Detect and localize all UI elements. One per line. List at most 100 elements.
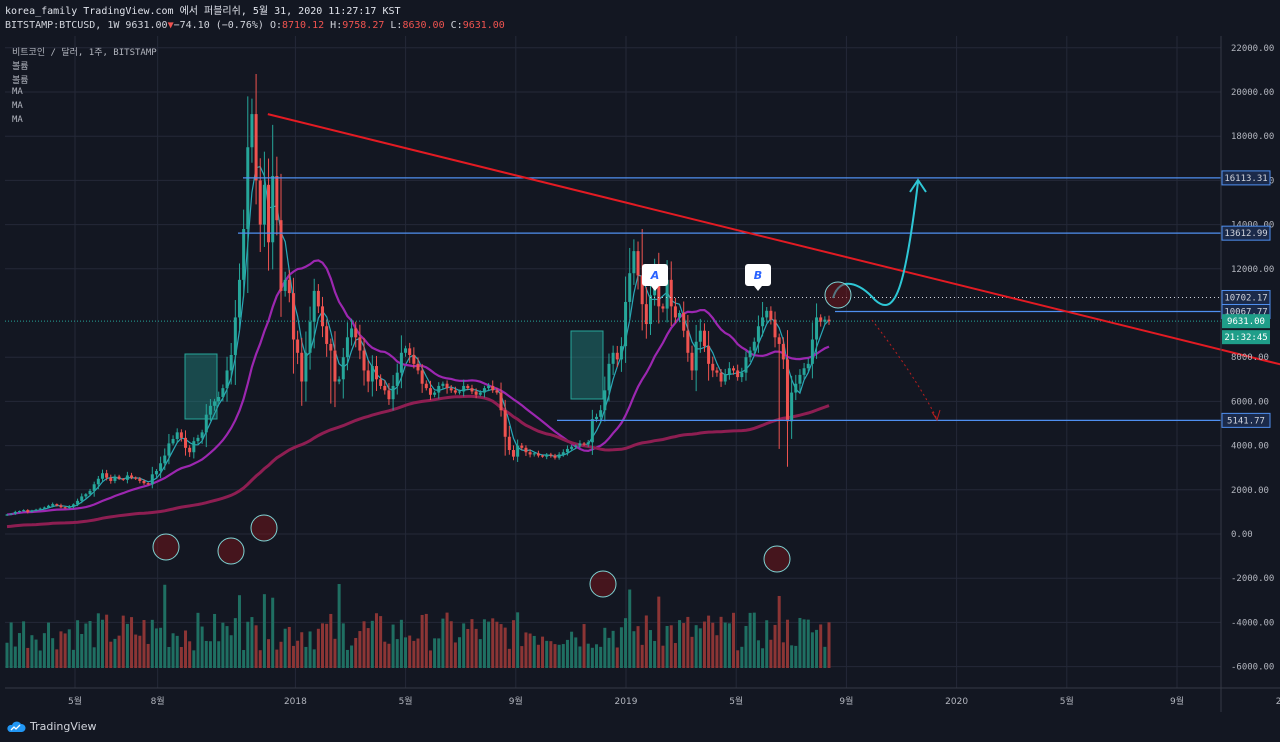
volume-bar bbox=[648, 630, 652, 668]
volume-bar bbox=[84, 623, 88, 668]
legend-ma-1[interactable]: MA bbox=[12, 87, 23, 97]
volume-bar bbox=[383, 641, 387, 668]
legend-volume-1[interactable]: 볼륨 bbox=[12, 62, 29, 72]
candle-body bbox=[271, 175, 275, 243]
projection-down-arrow-icon bbox=[931, 409, 941, 422]
candle-body bbox=[727, 368, 731, 375]
candle-body bbox=[827, 319, 831, 322]
close-value: 9631.00 bbox=[462, 20, 505, 31]
candle-body bbox=[291, 293, 295, 340]
volume-bar bbox=[105, 614, 109, 668]
volume-bar bbox=[595, 644, 599, 668]
candle-body bbox=[279, 220, 283, 291]
volume-bar bbox=[154, 628, 158, 668]
candle-body bbox=[603, 390, 607, 411]
volume-bar bbox=[669, 625, 673, 668]
legend-volume-2[interactable]: 볼륨 bbox=[12, 76, 29, 86]
candle-body bbox=[358, 337, 362, 351]
candle-body bbox=[595, 416, 599, 420]
legend-title[interactable]: 비트코인 / 달러, 1주, BITSTAMP bbox=[12, 48, 157, 58]
x-tick-label: 5월 bbox=[729, 695, 743, 707]
candle-body bbox=[416, 363, 420, 371]
volume-bar bbox=[387, 643, 391, 668]
volume-bar bbox=[516, 612, 520, 668]
volume-bar bbox=[507, 648, 511, 668]
candle-body bbox=[233, 317, 237, 355]
candle-body bbox=[225, 370, 229, 389]
projection-down-path bbox=[871, 319, 938, 420]
candle-body bbox=[433, 392, 437, 395]
volume-bar bbox=[408, 635, 412, 668]
candle-body bbox=[316, 290, 320, 307]
candle-body bbox=[146, 483, 150, 485]
volume-bar bbox=[673, 643, 677, 668]
volume-bar bbox=[628, 589, 632, 668]
y-tick-label: -4000.00 bbox=[1231, 618, 1274, 628]
volume-bar bbox=[258, 650, 262, 668]
candle-body bbox=[179, 432, 183, 438]
candle-body bbox=[678, 313, 682, 318]
candle-body bbox=[736, 370, 740, 378]
candle-body bbox=[171, 438, 175, 444]
candle-body bbox=[13, 511, 17, 514]
volume-bar bbox=[71, 649, 75, 668]
tradingview-logo[interactable]: TradingView bbox=[6, 720, 96, 733]
candle-body bbox=[113, 476, 117, 481]
candle-body bbox=[237, 279, 241, 318]
volume-bar bbox=[333, 638, 337, 668]
volume-bar bbox=[599, 646, 603, 668]
volume-bar bbox=[142, 620, 146, 668]
volume-bar bbox=[819, 624, 823, 668]
chart-axes: 22000.0020000.0018000.0016000.0014000.00… bbox=[5, 36, 1280, 712]
volume-bar bbox=[499, 624, 503, 668]
candle-body bbox=[30, 510, 34, 512]
candle-body bbox=[636, 251, 640, 276]
volume-bar bbox=[752, 612, 756, 668]
candle-body bbox=[794, 383, 798, 393]
candle-body bbox=[761, 317, 765, 327]
candle-body bbox=[184, 437, 188, 448]
candle-body bbox=[200, 432, 204, 438]
candle-body bbox=[586, 442, 590, 445]
volume-bar bbox=[88, 621, 92, 668]
volume-bar bbox=[22, 621, 26, 668]
candle-body bbox=[354, 328, 358, 338]
candle-body bbox=[437, 385, 441, 393]
highlight-circle bbox=[250, 514, 278, 542]
candle-body bbox=[329, 343, 333, 351]
candle-body bbox=[561, 452, 565, 455]
candle-body bbox=[499, 392, 503, 411]
volume-bar bbox=[428, 650, 432, 668]
candle-body bbox=[777, 337, 781, 344]
volume-bar bbox=[586, 643, 590, 668]
candle-body bbox=[88, 490, 92, 495]
candle-body bbox=[682, 313, 686, 331]
volume-bar bbox=[242, 650, 246, 668]
candle-body bbox=[362, 350, 366, 371]
y-tick-label: 14000.00 bbox=[1231, 221, 1274, 231]
volume-bar bbox=[262, 594, 266, 668]
candle-body bbox=[100, 473, 104, 479]
y-tick-label: 8000.00 bbox=[1231, 353, 1269, 363]
volume-bar bbox=[63, 633, 67, 668]
high-value: 9758.27 bbox=[342, 20, 385, 31]
volume-bar bbox=[665, 625, 669, 668]
candle-body bbox=[607, 363, 611, 391]
volume-bar bbox=[478, 639, 482, 668]
candle-body bbox=[267, 184, 271, 243]
volume-bar bbox=[184, 630, 188, 668]
y-tick-label: -6000.00 bbox=[1231, 663, 1274, 673]
legend-ma-3[interactable]: MA bbox=[12, 115, 23, 125]
marker-bubble bbox=[745, 264, 771, 291]
y-tick-label: -2000.00 bbox=[1231, 574, 1274, 584]
y-tick-label: 4000.00 bbox=[1231, 442, 1269, 452]
volume-bar bbox=[748, 612, 752, 668]
candle-body bbox=[470, 388, 474, 392]
volume-bar bbox=[321, 623, 325, 668]
volume-bar bbox=[487, 621, 491, 668]
candle-body bbox=[424, 383, 428, 389]
legend-ma-2[interactable]: MA bbox=[12, 101, 23, 111]
candle-body bbox=[648, 295, 652, 325]
candle-body bbox=[524, 447, 528, 453]
